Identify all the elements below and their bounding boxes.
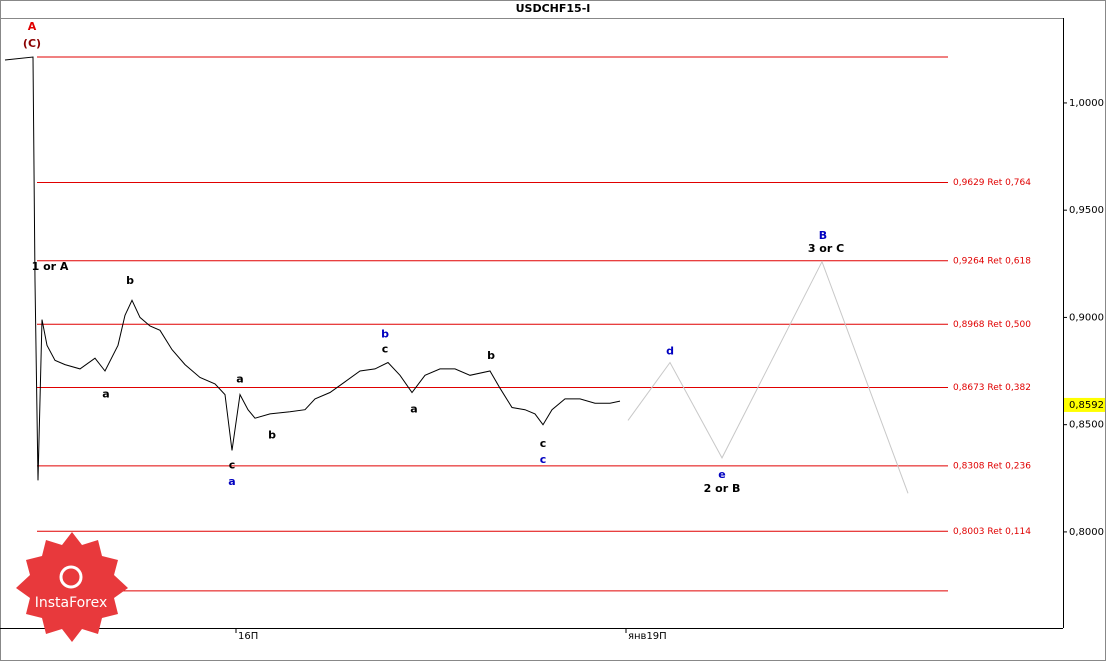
y-tick-label: 0,8000 — [1069, 527, 1104, 538]
wave-label: e — [718, 468, 725, 481]
wave-label: b — [381, 328, 389, 341]
wave-label: c — [382, 343, 389, 356]
level-label: 0,8308 Ret 0,236 — [953, 461, 1031, 471]
wave-label: B — [819, 229, 827, 242]
level-label: 0,8673 Ret 0,382 — [953, 383, 1031, 393]
wave-label: 3 or C — [808, 242, 844, 255]
wave-label: 1 or A — [32, 260, 69, 273]
wave-label: 2 or B — [704, 482, 741, 495]
wave-label: b — [126, 274, 134, 287]
wave-label: a — [228, 475, 235, 488]
y-tick-label: 0,9000 — [1069, 312, 1104, 323]
current-price-label: 0,8592 — [1069, 400, 1104, 411]
logo-icon — [59, 565, 83, 589]
chart-title: USDCHF15-I — [516, 2, 591, 15]
level-label: 0,8003 Ret 0,114 — [953, 527, 1031, 537]
wave-label: c — [229, 458, 236, 471]
logo-text: InstaForex — [35, 595, 108, 611]
wave-label: b — [268, 428, 276, 441]
x-tick-label: янв19П — [628, 631, 667, 642]
wave-label: b — [487, 349, 495, 362]
logo: InstaForex — [16, 532, 128, 642]
wave-label: a — [102, 388, 109, 401]
y-tick-label: 0,8500 — [1069, 420, 1104, 431]
x-tick-label: 16П — [238, 631, 258, 642]
level-label: 0,9629 Ret 0,764 — [953, 178, 1031, 188]
y-tick-label: 0,9500 — [1069, 205, 1104, 216]
price-line — [627, 260, 909, 494]
level-label: 0,8968 Ret 0,500 — [953, 320, 1031, 330]
wave-label: a — [410, 403, 417, 416]
wave-label: A — [28, 20, 37, 33]
current-price-box — [1064, 397, 1105, 412]
wave-label: c — [540, 453, 547, 466]
level-label: 0,9264 Ret 0,618 — [953, 256, 1031, 266]
price-line — [4, 56, 621, 481]
wave-label: d — [666, 345, 674, 358]
y-tick-label: 1,0000 — [1069, 98, 1104, 109]
wave-label: a — [236, 373, 243, 386]
wave-label: c — [540, 437, 547, 450]
wave-label: (C) — [23, 37, 41, 50]
